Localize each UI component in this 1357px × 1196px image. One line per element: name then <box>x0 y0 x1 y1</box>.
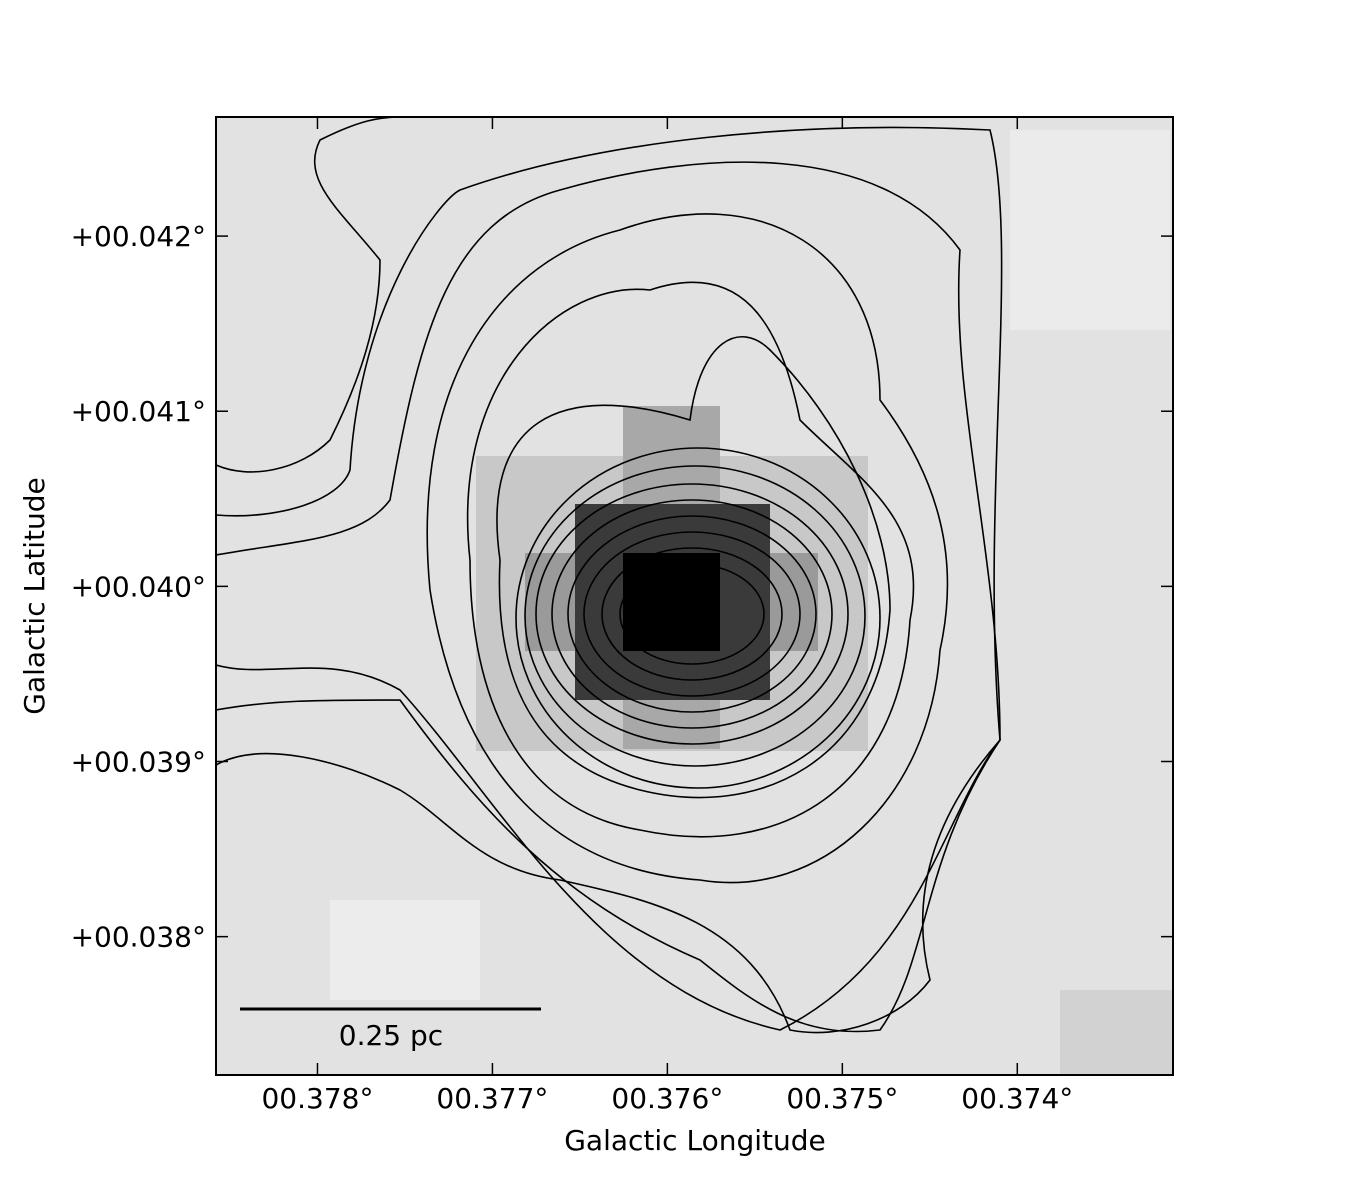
y-tick-label: +00.039° <box>71 746 206 779</box>
x-tick-label: 00.376° <box>611 1082 723 1115</box>
x-tick-label: 00.375° <box>786 1082 898 1115</box>
scale-bar-label: 0.25 pc <box>339 1019 443 1052</box>
y-tick-label: +00.040° <box>71 570 206 603</box>
plot-frame <box>215 116 1174 1076</box>
y-axis-label: Galactic Latitude <box>18 477 51 714</box>
y-tick-label: +00.038° <box>71 921 206 954</box>
x-axis-label: Galactic Longitude <box>564 1124 826 1157</box>
y-tick-label: +00.042° <box>71 220 206 253</box>
x-tick-label: 00.374° <box>961 1082 1073 1115</box>
y-tick-label: +00.041° <box>71 395 206 428</box>
x-tick-label: 00.377° <box>436 1082 548 1115</box>
image <box>216 117 1173 1075</box>
x-tick-label: 00.378° <box>261 1082 373 1115</box>
